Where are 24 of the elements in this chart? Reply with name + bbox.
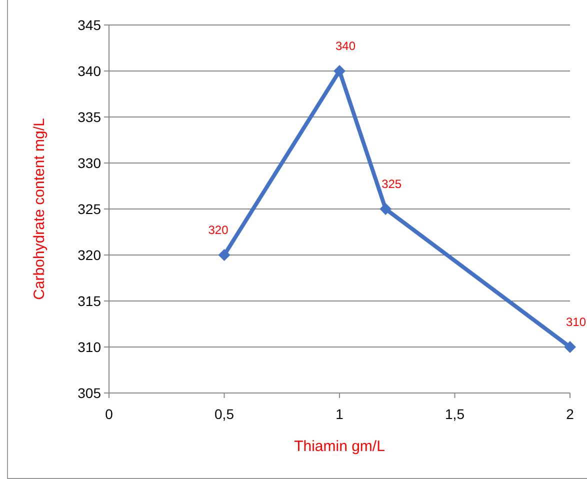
y-tick-label: 330 [78,154,102,171]
data-label: 310 [566,315,586,329]
y-tick-label: 320 [78,246,102,263]
y-tick-label: 335 [78,108,102,125]
point [564,341,576,353]
y-tick-label: 315 [78,292,102,309]
y-tick-label: 345 [78,16,102,33]
x-axis-title: Thiamin gm/L [294,438,385,455]
point [380,203,392,215]
data-label: 325 [382,177,402,191]
x-tick-label: 1 [336,406,344,422]
x-tick-label: 0 [105,406,114,422]
point [218,249,230,261]
y-tick-label: 340 [78,62,102,79]
x-tick-label: 2 [566,406,574,422]
data-label: 340 [335,39,356,53]
y-tick-label: 305 [78,384,102,401]
x-tick-label: 0,5 [214,406,234,422]
y-tick-label: 310 [78,338,102,355]
y-tick-label: 325 [78,200,102,217]
x-tick-label: 1,5 [445,406,465,422]
y-axis-title: Carbohydrate content mg/L [31,118,48,300]
data-label: 320 [208,223,229,237]
point [334,65,346,77]
